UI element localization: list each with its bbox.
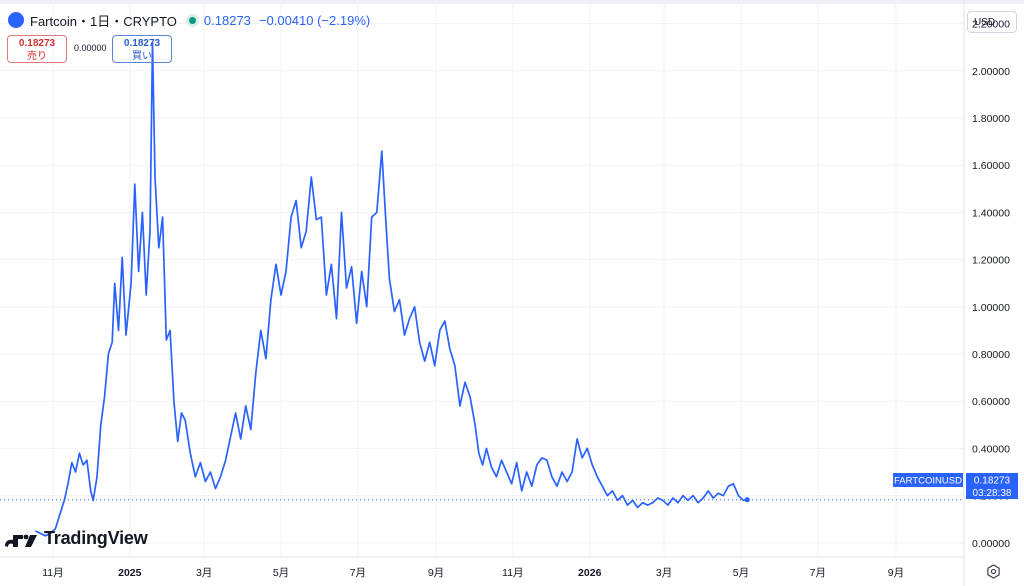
price-tag: FARTCOINUSD 0.18273 03:28:38 bbox=[893, 473, 1018, 499]
time-tick-label: 3月 bbox=[196, 567, 212, 579]
time-tick-label: 11月 bbox=[42, 567, 63, 579]
buy-label: 買い bbox=[132, 51, 152, 62]
tradingview-logo[interactable]: TradingView bbox=[4, 528, 148, 549]
sell-price: 0.18273 bbox=[18, 38, 56, 49]
symbol-title[interactable]: Fartcoin・1日・CRYPTO bbox=[30, 13, 177, 29]
time-tick-label: 11月 bbox=[502, 567, 523, 579]
time-tick-label: 5月 bbox=[733, 567, 749, 579]
price-tick-label: 0.00000 bbox=[972, 538, 1010, 550]
symbol-tag: FARTCOINUSD bbox=[894, 476, 962, 487]
price-axis: 0.000000.200000.400000.600000.800001.000… bbox=[972, 19, 1010, 550]
time-tick-label: 9月 bbox=[428, 567, 444, 579]
sell-label: 売り bbox=[27, 51, 47, 62]
time-tick-label: 7月 bbox=[810, 567, 826, 579]
current-price: 0.18273 bbox=[203, 12, 251, 28]
fartcoin-logo-icon bbox=[8, 12, 24, 28]
market-status-icon[interactable] bbox=[188, 16, 196, 24]
price-tag-bg bbox=[966, 473, 1018, 499]
price-change: −0.00410 (−2.19%) bbox=[258, 12, 371, 28]
price-tag-countdown: 03:28:38 bbox=[973, 488, 1012, 499]
time-tick-label: 3月 bbox=[656, 567, 672, 579]
price-tick-label: 2.20000 bbox=[972, 19, 1010, 31]
chart-grid bbox=[0, 0, 964, 557]
last-price-dot bbox=[744, 497, 750, 503]
price-tick-label: 1.00000 bbox=[972, 302, 1010, 314]
buy-button[interactable]: 0.18273 買い bbox=[112, 35, 172, 63]
spread-value: 0.00000 bbox=[74, 43, 107, 53]
price-series-line bbox=[34, 41, 748, 537]
sell-button[interactable]: 0.18273 売り bbox=[7, 35, 67, 63]
time-tick-label: 2025 bbox=[118, 567, 142, 579]
price-tick-label: 2.00000 bbox=[972, 66, 1010, 78]
price-tick-label: 0.60000 bbox=[972, 396, 1010, 408]
price-tick-label: 1.80000 bbox=[972, 113, 1010, 125]
buy-price: 0.18273 bbox=[123, 38, 161, 49]
tradingview-wordmark: TradingView bbox=[44, 528, 148, 548]
symbol-tag-bg bbox=[893, 473, 963, 487]
symbol-header: Fartcoin・1日・CRYPTO 0.18273 −0.00410 (−2.… bbox=[8, 11, 376, 29]
time-tick-label: 7月 bbox=[350, 567, 366, 579]
tradingview-logo-icon bbox=[5, 534, 37, 547]
currency-button[interactable]: USD bbox=[967, 11, 1017, 33]
time-tick-label: 5月 bbox=[273, 567, 289, 579]
price-tick-label: 1.20000 bbox=[972, 255, 1010, 267]
chart-settings-icon[interactable] bbox=[986, 564, 1001, 579]
price-tick-label: 0.40000 bbox=[972, 443, 1010, 455]
price-tag-value: 0.18273 bbox=[974, 476, 1011, 487]
time-tick-label: 9月 bbox=[888, 567, 904, 579]
price-tick-label: 0.80000 bbox=[972, 349, 1010, 361]
time-axis: 11月 2025 3月 5月 7月 9月 11月 2026 3月 5月 7月 9月 bbox=[42, 567, 904, 579]
top-border bbox=[0, 0, 1024, 4]
price-tick-label: 1.40000 bbox=[972, 207, 1010, 219]
price-tick-label: 1.60000 bbox=[972, 160, 1010, 172]
time-tick-label: 2026 bbox=[578, 567, 602, 579]
